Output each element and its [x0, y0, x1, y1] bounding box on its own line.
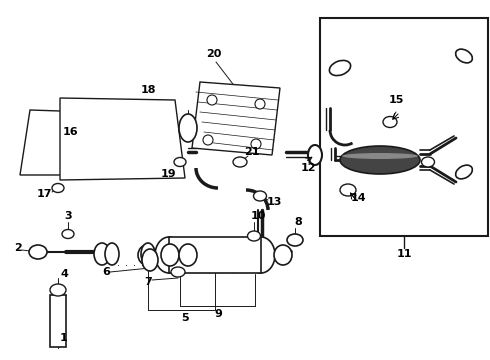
Text: 9: 9: [214, 309, 222, 319]
Text: 2: 2: [14, 243, 22, 253]
Text: 11: 11: [396, 249, 412, 259]
Text: 3: 3: [64, 211, 72, 221]
Ellipse shape: [138, 245, 156, 265]
Circle shape: [203, 135, 213, 145]
Text: 8: 8: [294, 217, 302, 227]
Ellipse shape: [456, 165, 472, 179]
Bar: [50, 295, 66, 347]
Ellipse shape: [62, 230, 74, 239]
Ellipse shape: [94, 243, 110, 265]
Ellipse shape: [50, 284, 66, 296]
Bar: [320, 18, 488, 236]
Circle shape: [207, 95, 217, 105]
Ellipse shape: [52, 184, 64, 193]
Polygon shape: [192, 82, 280, 155]
Ellipse shape: [247, 237, 275, 273]
Ellipse shape: [105, 243, 119, 265]
Ellipse shape: [141, 243, 155, 265]
Polygon shape: [20, 110, 105, 175]
Ellipse shape: [456, 49, 472, 63]
Ellipse shape: [171, 267, 185, 277]
Text: 20: 20: [206, 49, 221, 59]
Bar: [112, 243, 148, 265]
Text: 19: 19: [160, 169, 176, 179]
Text: 10: 10: [250, 211, 266, 221]
Ellipse shape: [308, 145, 322, 165]
Text: 21: 21: [244, 147, 260, 157]
Text: 1: 1: [60, 333, 68, 343]
Ellipse shape: [29, 245, 47, 259]
Ellipse shape: [287, 234, 303, 246]
Ellipse shape: [329, 60, 351, 76]
Ellipse shape: [179, 114, 197, 142]
Ellipse shape: [342, 153, 418, 159]
Ellipse shape: [253, 191, 267, 201]
Polygon shape: [60, 98, 185, 180]
Ellipse shape: [142, 249, 158, 271]
Ellipse shape: [155, 237, 183, 273]
Ellipse shape: [340, 146, 420, 174]
Ellipse shape: [161, 244, 179, 266]
Bar: [169, 237, 261, 273]
Text: 17: 17: [36, 189, 52, 199]
Ellipse shape: [179, 244, 197, 266]
Ellipse shape: [247, 231, 261, 241]
Text: 16: 16: [62, 127, 78, 137]
Ellipse shape: [174, 158, 186, 166]
Ellipse shape: [274, 245, 292, 265]
Text: 6: 6: [102, 267, 110, 277]
Text: 4: 4: [60, 269, 68, 279]
Circle shape: [251, 139, 261, 149]
Text: 12: 12: [300, 163, 316, 173]
Text: 7: 7: [144, 277, 152, 287]
Ellipse shape: [340, 184, 356, 196]
Text: 14: 14: [350, 193, 366, 203]
Ellipse shape: [233, 157, 247, 167]
Text: 18: 18: [140, 85, 156, 95]
Ellipse shape: [421, 157, 435, 167]
Text: 15: 15: [388, 95, 404, 105]
Text: 13: 13: [266, 197, 282, 207]
Text: 5: 5: [181, 313, 189, 323]
Circle shape: [255, 99, 265, 109]
Ellipse shape: [383, 117, 397, 127]
